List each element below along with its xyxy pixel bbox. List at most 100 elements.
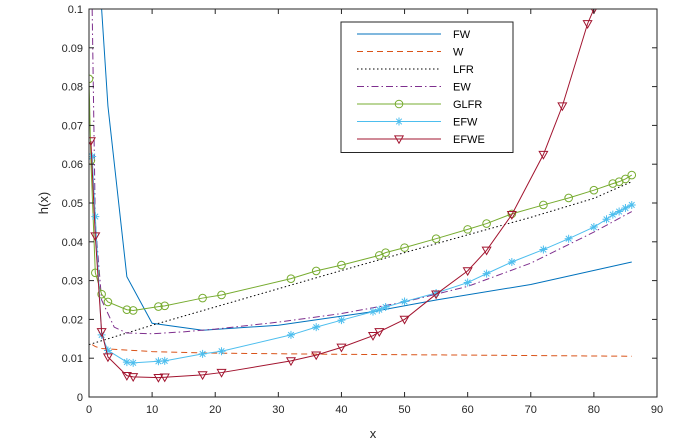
data-point-glfr bbox=[154, 302, 163, 311]
data-point-glfr bbox=[608, 179, 618, 188]
data-point-efw bbox=[627, 200, 636, 209]
x-tick-label: 60 bbox=[462, 404, 474, 416]
series-lfr bbox=[89, 181, 632, 346]
y-tick-label: 0.01 bbox=[62, 353, 83, 365]
data-point-efwe bbox=[102, 353, 113, 363]
data-point-glfr bbox=[589, 185, 599, 195]
x-tick-label: 0 bbox=[86, 404, 92, 416]
series-efwe bbox=[89, 9, 597, 383]
y-tick-label: 0 bbox=[77, 392, 83, 404]
data-point-efw bbox=[103, 346, 112, 355]
x-axis-label: x bbox=[370, 426, 377, 441]
y-tick-label: 0.02 bbox=[62, 314, 83, 326]
series-line-lfr bbox=[89, 181, 632, 346]
series-ew bbox=[91, 9, 632, 335]
data-point-efw bbox=[539, 245, 548, 254]
data-point-glfr bbox=[627, 170, 637, 180]
data-point-efwe bbox=[336, 343, 347, 353]
y-tick-label: 0.06 bbox=[62, 159, 83, 171]
x-tick-label: 20 bbox=[209, 404, 221, 416]
legend-marker-efwe bbox=[393, 135, 405, 145]
data-point-efwe bbox=[121, 372, 132, 381]
legend-item-w: W bbox=[357, 47, 464, 59]
data-point-efw bbox=[463, 278, 472, 287]
data-point-glfr bbox=[539, 200, 548, 210]
data-point-efw bbox=[400, 297, 409, 306]
data-point-glfr bbox=[564, 193, 573, 203]
x-tick-label: 90 bbox=[651, 404, 663, 416]
y-tick-label: 0.08 bbox=[62, 82, 83, 94]
data-point-glfr bbox=[97, 289, 106, 299]
data-point-efwe bbox=[590, 9, 597, 15]
data-point-efwe bbox=[462, 267, 473, 277]
x-tick-label: 40 bbox=[335, 404, 347, 416]
data-point-glfr bbox=[381, 248, 390, 257]
data-point-efw bbox=[432, 289, 441, 298]
y-tick-label: 0.07 bbox=[62, 120, 83, 132]
data-point-efw bbox=[615, 207, 624, 216]
series-fw bbox=[101, 9, 632, 331]
legend-label-lfr: LFR bbox=[453, 64, 474, 76]
data-point-glfr bbox=[400, 243, 409, 252]
x-tick-label: 70 bbox=[525, 404, 537, 416]
y-tick-label: 0.04 bbox=[62, 237, 83, 249]
series-line-glfr bbox=[89, 78, 633, 311]
data-point-efw bbox=[122, 358, 131, 367]
data-point-glfr bbox=[198, 293, 207, 303]
legend-label-w: W bbox=[453, 47, 464, 59]
legend-item-efw: EFW bbox=[357, 117, 478, 129]
legend: FW W LFR EW GLFR EFW EFWE bbox=[340, 21, 514, 153]
x-tick-label: 80 bbox=[588, 404, 600, 416]
data-point-efw bbox=[89, 152, 97, 161]
data-point-efw bbox=[381, 302, 390, 311]
data-point-efwe bbox=[89, 137, 96, 147]
y-tick-label: 0.03 bbox=[62, 276, 83, 288]
data-point-efw bbox=[337, 316, 346, 325]
data-point-glfr bbox=[431, 234, 441, 243]
data-point-efwe bbox=[90, 232, 101, 242]
data-point-efwe bbox=[367, 332, 379, 341]
data-point-glfr bbox=[122, 305, 132, 315]
data-point-efwe bbox=[506, 210, 517, 220]
legend-label-efw: EFW bbox=[453, 117, 478, 129]
data-point-glfr bbox=[482, 219, 491, 228]
legend-marker-efw bbox=[395, 117, 403, 126]
data-point-glfr bbox=[507, 209, 517, 219]
legend-item-glfr: GLFR bbox=[357, 99, 482, 111]
data-point-efw bbox=[589, 223, 598, 232]
legend-box bbox=[340, 21, 514, 153]
y-tick-label: 0.09 bbox=[62, 43, 83, 55]
data-point-efw bbox=[369, 307, 377, 316]
data-point-efw bbox=[608, 210, 617, 219]
series-layer bbox=[89, 9, 637, 383]
legend-item-lfr: LFR bbox=[357, 64, 474, 76]
legend-item-ew: EW bbox=[357, 82, 471, 94]
data-point-efw bbox=[602, 215, 611, 224]
data-point-efw bbox=[91, 212, 100, 221]
data-point-efwe bbox=[538, 150, 549, 160]
y-tick-label: 0.1 bbox=[68, 4, 83, 16]
data-point-glfr bbox=[311, 266, 321, 276]
series-line-ew bbox=[91, 9, 632, 335]
data-point-glfr bbox=[463, 225, 472, 234]
data-point-efwe bbox=[431, 290, 442, 300]
data-point-efwe bbox=[197, 371, 208, 381]
data-point-efw bbox=[286, 330, 295, 339]
tick-layer: 0 10 20 30 40 50 60 70 80 90 0 0.01 0.02 0.03 0.04 0.05… bbox=[62, 4, 664, 416]
series-w bbox=[91, 344, 632, 357]
data-point-efwe bbox=[285, 357, 297, 367]
legend-label-efwe: EFWE bbox=[453, 134, 485, 146]
data-point-glfr bbox=[91, 268, 100, 278]
legend-item-efwe: EFWE bbox=[357, 134, 485, 146]
data-point-efwe bbox=[399, 315, 410, 325]
legend-label-glfr: GLFR bbox=[453, 99, 482, 111]
series-efw bbox=[89, 152, 636, 367]
data-point-efw bbox=[507, 257, 516, 266]
legend-marker-glfr bbox=[394, 99, 404, 109]
data-point-efw bbox=[482, 269, 491, 278]
x-tick-label: 10 bbox=[146, 404, 158, 416]
series-line-w bbox=[91, 344, 632, 357]
data-point-efwe bbox=[582, 20, 593, 29]
data-point-glfr bbox=[103, 297, 113, 307]
data-point-glfr bbox=[621, 174, 630, 184]
